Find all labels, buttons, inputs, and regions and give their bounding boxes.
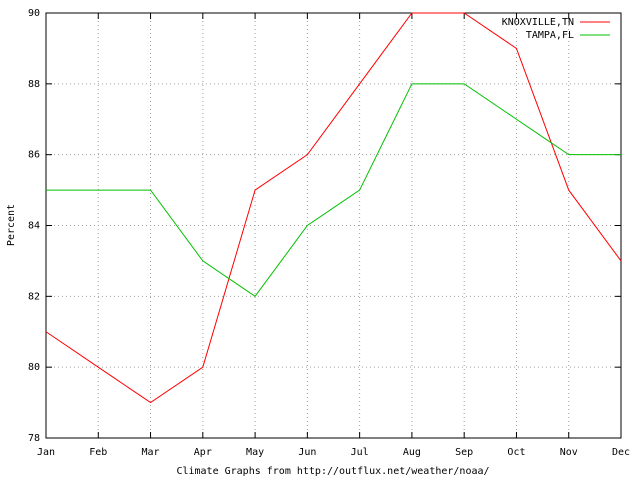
y-tick-label: 78 bbox=[28, 433, 40, 444]
x-tick-label: Jan bbox=[37, 447, 55, 458]
x-tick-label: Sep bbox=[455, 447, 473, 458]
x-tick-label: Dec bbox=[612, 447, 630, 458]
y-tick-label: 84 bbox=[28, 221, 40, 232]
y-tick-label: 86 bbox=[28, 150, 40, 161]
legend-label: KNOXVILLE,TN bbox=[502, 17, 574, 28]
legend-label: TAMPA,FL bbox=[526, 30, 574, 41]
x-axis-label: Climate Graphs from http://outflux.net/w… bbox=[176, 466, 489, 477]
x-tick-label: Jul bbox=[351, 447, 369, 458]
series-line bbox=[46, 83, 621, 298]
x-tick-label: May bbox=[246, 447, 264, 458]
y-tick-label: 82 bbox=[28, 291, 40, 302]
series-line bbox=[45, 12, 622, 404]
x-tick-label: Aug bbox=[403, 447, 421, 458]
y-tick-label: 90 bbox=[28, 8, 40, 19]
x-tick-label: Jun bbox=[298, 447, 316, 458]
y-axis-label: Percent bbox=[6, 204, 17, 246]
y-tick-label: 80 bbox=[28, 362, 40, 373]
x-tick-label: Nov bbox=[560, 447, 578, 458]
x-tick-label: Oct bbox=[507, 447, 525, 458]
y-tick-label: 88 bbox=[28, 79, 40, 90]
x-tick-label: Feb bbox=[89, 447, 107, 458]
x-tick-label: Mar bbox=[142, 447, 160, 458]
plot-frame bbox=[45, 12, 622, 439]
x-tick-label: Apr bbox=[194, 447, 212, 458]
